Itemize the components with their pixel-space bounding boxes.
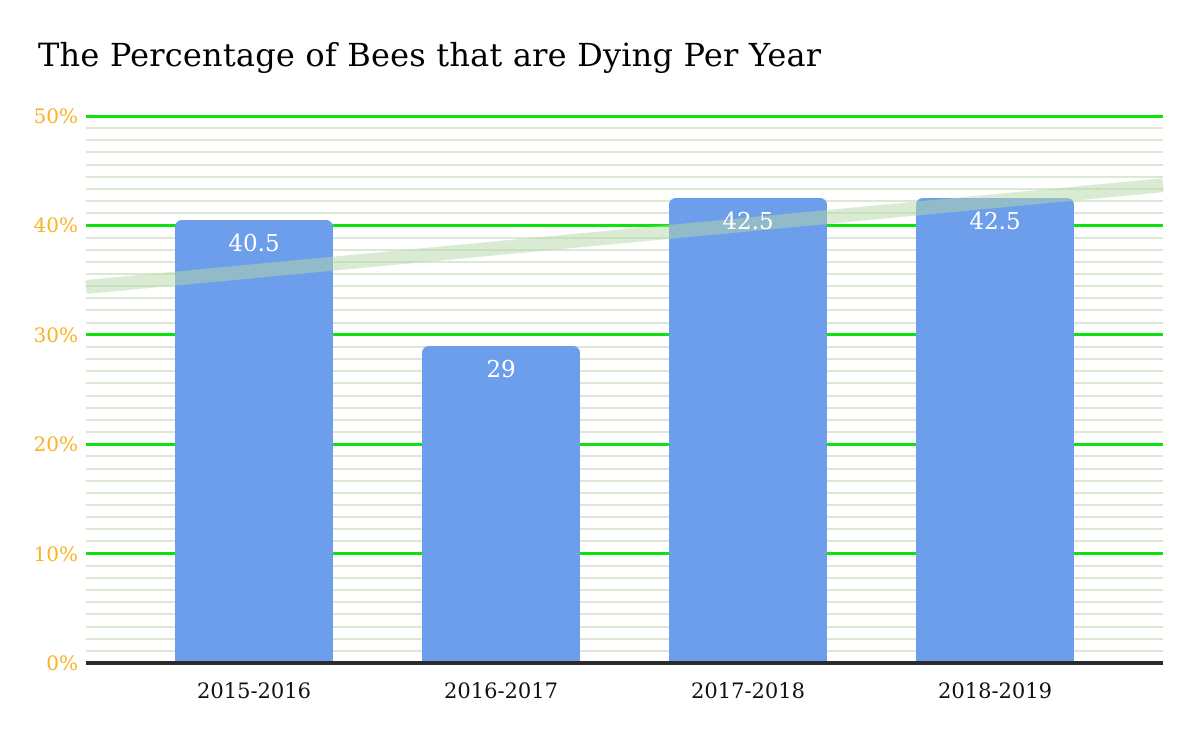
y-tick-label: 10% (33, 541, 78, 566)
minor-gridline (86, 187, 1163, 190)
plot-area: 40.5 29 42.5 42.5 (85, 114, 1164, 665)
minor-gridline (86, 382, 1163, 385)
minor-gridline (86, 431, 1163, 434)
minor-gridline (86, 309, 1163, 312)
minor-gridline (86, 273, 1163, 276)
major-gridline (86, 333, 1163, 337)
y-tick-label: 50% (33, 104, 78, 128)
bar[interactable] (175, 220, 333, 663)
y-tick-label: 30% (33, 322, 78, 347)
minor-gridline (86, 212, 1163, 215)
minor-gridline (86, 163, 1163, 166)
bar[interactable] (669, 198, 827, 663)
minor-gridline (86, 637, 1163, 640)
major-gridline (86, 223, 1163, 227)
minor-gridline (86, 127, 1163, 130)
x-tick-label: 2017-2018 (691, 679, 805, 703)
minor-gridline (86, 394, 1163, 397)
bar-value-label: 42.5 (969, 209, 1021, 235)
minor-gridline (86, 516, 1163, 519)
minor-gridline (86, 540, 1163, 543)
minor-gridline (86, 479, 1163, 482)
bar-value-label: 29 (486, 357, 516, 383)
minor-gridline (86, 418, 1163, 421)
minor-gridline (86, 528, 1163, 531)
minor-gridline (86, 200, 1163, 203)
minor-gridline (86, 151, 1163, 154)
minor-gridline (86, 139, 1163, 142)
major-gridline (86, 552, 1163, 556)
x-tick-label: 2015-2016 (197, 679, 311, 703)
chart-title: The Percentage of Bees that are Dying Pe… (38, 36, 822, 74)
minor-gridline (86, 345, 1163, 348)
y-tick-label: 40% (33, 213, 78, 238)
minor-gridline (86, 297, 1163, 300)
bar[interactable] (916, 198, 1074, 663)
minor-gridline (86, 358, 1163, 361)
minor-gridline (86, 175, 1163, 178)
bar-value-label: 40.5 (228, 231, 280, 257)
minor-gridline (86, 370, 1163, 373)
minor-gridline (86, 625, 1163, 628)
minor-gridline (86, 467, 1163, 470)
bar-value-label: 42.5 (722, 209, 774, 235)
minor-gridline (86, 248, 1163, 251)
minor-gridline (86, 564, 1163, 567)
minor-gridline (86, 406, 1163, 409)
x-tick-label: 2018-2019 (938, 679, 1052, 703)
minor-gridline (86, 613, 1163, 616)
x-tick-label: 2016-2017 (444, 679, 558, 703)
minor-gridline (86, 576, 1163, 579)
minor-gridline (86, 285, 1163, 288)
major-gridline (86, 442, 1163, 446)
minor-gridline (86, 589, 1163, 592)
minor-gridline (86, 455, 1163, 458)
minor-gridline (86, 649, 1163, 652)
minor-gridline (86, 503, 1163, 506)
minor-gridline (86, 321, 1163, 324)
y-tick-label: 20% (33, 432, 78, 457)
x-axis-line (86, 661, 1163, 665)
bar[interactable] (422, 346, 580, 663)
minor-gridline (86, 601, 1163, 604)
y-tick-label: 0% (46, 651, 78, 675)
minor-gridline (86, 260, 1163, 263)
minor-gridline (86, 491, 1163, 494)
major-gridline (86, 114, 1163, 118)
